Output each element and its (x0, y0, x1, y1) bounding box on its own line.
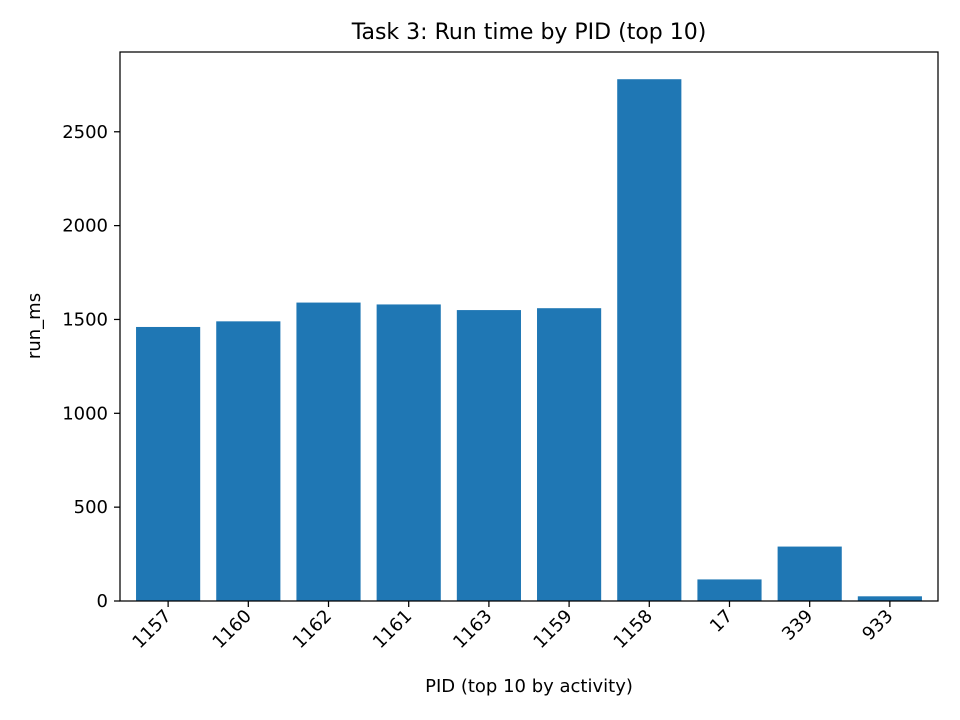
x-tick-label: 1160 (209, 606, 256, 653)
x-tick-label: 1158 (610, 606, 657, 653)
bar-1163 (456, 310, 521, 601)
y-tick-label: 1000 (62, 403, 108, 424)
x-tick-label: 1161 (369, 606, 416, 653)
x-tick-label: 1163 (449, 606, 496, 653)
x-axis: 1157 1160 1162 1161 1163 1159 1158 17 339 933 (128, 601, 897, 653)
x-axis-label: PID (top 10 by activity) (425, 676, 633, 697)
bar-1157 (136, 326, 201, 601)
bar-339 (777, 546, 842, 601)
bar-1162 (296, 302, 361, 601)
y-tick-label: 0 (97, 591, 108, 612)
y-tick-label: 2000 (62, 216, 108, 237)
bar-1161 (376, 304, 441, 601)
y-axis: 0 500 1000 1500 2000 2500 (62, 122, 120, 612)
bar-933 (857, 596, 922, 601)
bar-1159 (537, 308, 602, 601)
x-tick-label: 1157 (128, 606, 175, 653)
x-tick-label: 1162 (289, 606, 336, 653)
y-tick-label: 500 (74, 497, 108, 518)
y-tick-label: 2500 (62, 122, 108, 143)
plot-frame (119, 51, 939, 602)
bar-1158 (617, 79, 682, 601)
y-tick-label: 1500 (62, 309, 108, 330)
x-tick-label: 339 (778, 606, 817, 645)
x-tick-label: 1159 (529, 606, 576, 653)
chart-title: Task 3: Run time by PID (top 10) (351, 20, 707, 45)
bar-1160 (216, 321, 281, 601)
bars-group (136, 79, 922, 601)
bar-17 (697, 579, 762, 601)
y-axis-label: run_ms (24, 293, 45, 359)
x-tick-label: 933 (858, 606, 897, 645)
x-tick-label: 17 (706, 606, 737, 637)
